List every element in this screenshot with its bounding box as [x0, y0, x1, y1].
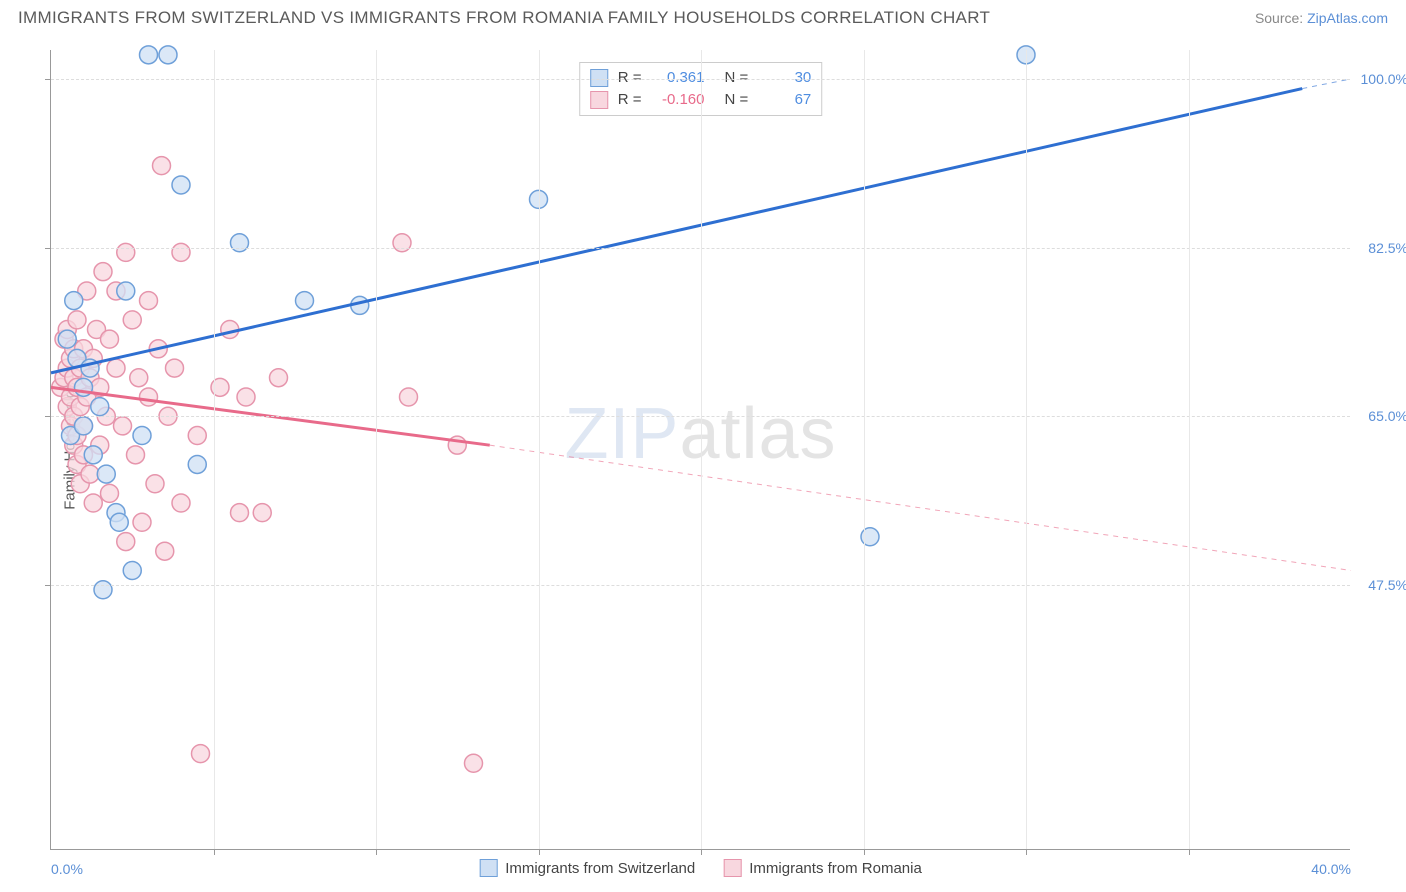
- data-point: [133, 427, 151, 445]
- data-point: [81, 465, 99, 483]
- data-point: [58, 330, 76, 348]
- data-point: [127, 446, 145, 464]
- data-point: [107, 359, 125, 377]
- data-point: [97, 465, 115, 483]
- chart-plot-area: ZIPatlas R =0.361N =30R =-0.160N =67 Imm…: [50, 50, 1350, 850]
- series-legend: Immigrants from Switzerland Immigrants fr…: [479, 859, 922, 877]
- data-point: [117, 243, 135, 261]
- data-point: [101, 484, 119, 502]
- data-point: [84, 446, 102, 464]
- legend-label: Immigrants from Switzerland: [505, 860, 695, 877]
- grid-line-v: [1189, 50, 1190, 849]
- y-tick-label: 100.0%: [1361, 71, 1406, 87]
- data-point: [172, 243, 190, 261]
- data-point: [166, 359, 184, 377]
- legend-swatch: [723, 859, 741, 877]
- legend-swatch: [590, 91, 608, 109]
- data-point: [140, 292, 158, 310]
- data-point: [296, 292, 314, 310]
- data-point: [270, 369, 288, 387]
- data-point: [159, 46, 177, 64]
- chart-title: IMMIGRANTS FROM SWITZERLAND VS IMMIGRANT…: [18, 8, 990, 28]
- legend-label: Immigrants from Romania: [749, 860, 922, 877]
- legend-item: Immigrants from Switzerland: [479, 859, 695, 877]
- data-point: [393, 234, 411, 252]
- data-point: [94, 581, 112, 599]
- data-point: [123, 311, 141, 329]
- data-point: [101, 330, 119, 348]
- data-point: [400, 388, 418, 406]
- data-point: [188, 427, 206, 445]
- data-point: [192, 745, 210, 763]
- y-tick-label: 82.5%: [1368, 240, 1406, 256]
- grid-line-v: [214, 50, 215, 849]
- grid-line-v: [1026, 50, 1027, 849]
- data-point: [188, 455, 206, 473]
- trend-line-dashed: [490, 445, 1351, 570]
- trend-line-dashed: [1302, 79, 1351, 89]
- data-point: [140, 388, 158, 406]
- data-point: [94, 263, 112, 281]
- grid-line-v: [539, 50, 540, 849]
- data-point: [153, 157, 171, 175]
- data-point: [110, 513, 128, 531]
- data-point: [172, 494, 190, 512]
- grid-line-v: [701, 50, 702, 849]
- data-point: [231, 234, 249, 252]
- data-point: [172, 176, 190, 194]
- x-tick-label: 40.0%: [1311, 861, 1351, 877]
- grid-line-v: [376, 50, 377, 849]
- y-tick-label: 47.5%: [1368, 577, 1406, 593]
- data-point: [130, 369, 148, 387]
- trend-line: [51, 89, 1302, 373]
- data-point: [84, 494, 102, 512]
- data-point: [114, 417, 132, 435]
- data-point: [253, 504, 271, 522]
- data-point: [146, 475, 164, 493]
- data-point: [65, 292, 83, 310]
- data-point: [91, 398, 109, 416]
- source-credit: Source: ZipAtlas.com: [1255, 10, 1388, 26]
- data-point: [68, 311, 86, 329]
- data-point: [140, 46, 158, 64]
- legend-swatch: [479, 859, 497, 877]
- legend-item: Immigrants from Romania: [723, 859, 922, 877]
- data-point: [123, 561, 141, 579]
- y-tick-label: 65.0%: [1368, 408, 1406, 424]
- data-point: [156, 542, 174, 560]
- x-tick-label: 0.0%: [51, 861, 83, 877]
- data-point: [117, 533, 135, 551]
- data-point: [465, 754, 483, 772]
- data-point: [75, 417, 93, 435]
- data-point: [237, 388, 255, 406]
- grid-line-v: [864, 50, 865, 849]
- source-link[interactable]: ZipAtlas.com: [1307, 10, 1388, 26]
- data-point: [117, 282, 135, 300]
- data-point: [231, 504, 249, 522]
- data-point: [133, 513, 151, 531]
